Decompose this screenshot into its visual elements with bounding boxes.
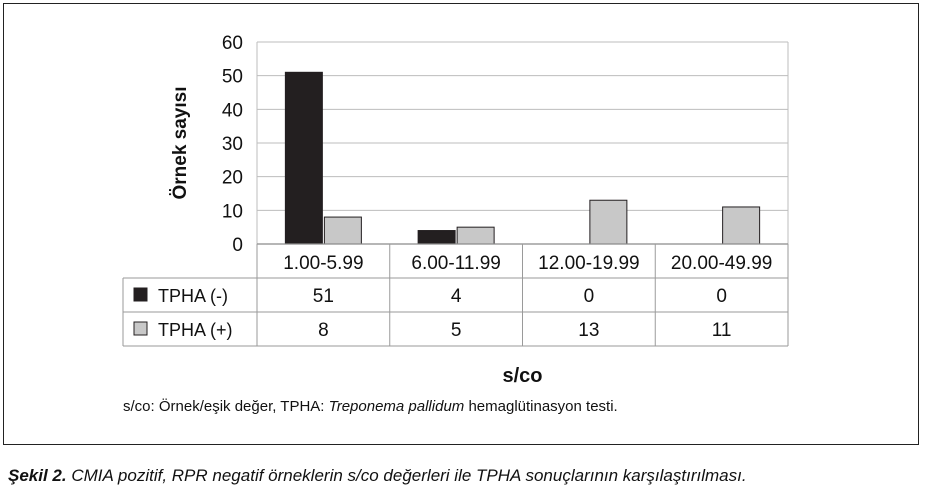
table-value: 13 [578,320,599,341]
x-axis-title: s/co [502,365,542,387]
caption-label: Şekil 2. [8,466,67,485]
bar-tpha-neg [417,230,456,245]
x-tick-label: 12.00-19.99 [538,253,639,274]
legend-label: TPHA (+) [158,320,233,340]
table-value: 11 [712,320,732,341]
note-prefix: s/co: Örnek/eşik değer, TPHA: [123,398,329,415]
y-tick-label: 0 [232,235,243,256]
figure-caption: Şekil 2. CMIA pozitif, RPR negatif örnek… [8,466,747,486]
caption-text: CMIA pozitif, RPR negatif örneklerin s/c… [66,466,747,485]
bar-tpha-pos [456,226,495,245]
bar-tpha-pos [589,199,628,245]
y-tick-label: 40 [222,100,243,121]
figure-frame [3,3,919,445]
bar-tpha-pos [323,216,362,245]
table-value: 0 [716,286,727,307]
y-tick-label: 60 [222,33,243,54]
bar-tpha-pos [722,206,761,245]
x-tick-label: 6.00-11.99 [411,253,500,274]
y-tick-label: 10 [222,201,243,222]
y-tick-label: 50 [222,67,243,88]
table-value: 5 [451,320,462,341]
note-suffix: hemaglütinasyon testi. [464,398,618,415]
table-value: 51 [313,286,334,307]
x-tick-label: 20.00-49.99 [671,253,772,274]
y-axis-title: Örnek sayısı [170,86,191,199]
x-tick-label: 1.00-5.99 [283,253,363,274]
table-value: 4 [451,286,462,307]
table-value: 8 [318,320,329,341]
legend-swatch [133,287,148,302]
y-tick-label: 30 [222,134,243,155]
legend-swatch [133,321,148,336]
table-value: 0 [584,286,595,307]
chart-note: s/co: Örnek/eşik değer, TPHA: Treponema … [123,398,618,415]
note-italic: Treponema pallidum [328,398,465,415]
legend-label: TPHA (-) [158,286,228,306]
y-tick-label: 20 [222,168,243,189]
bar-tpha-neg [284,71,323,245]
